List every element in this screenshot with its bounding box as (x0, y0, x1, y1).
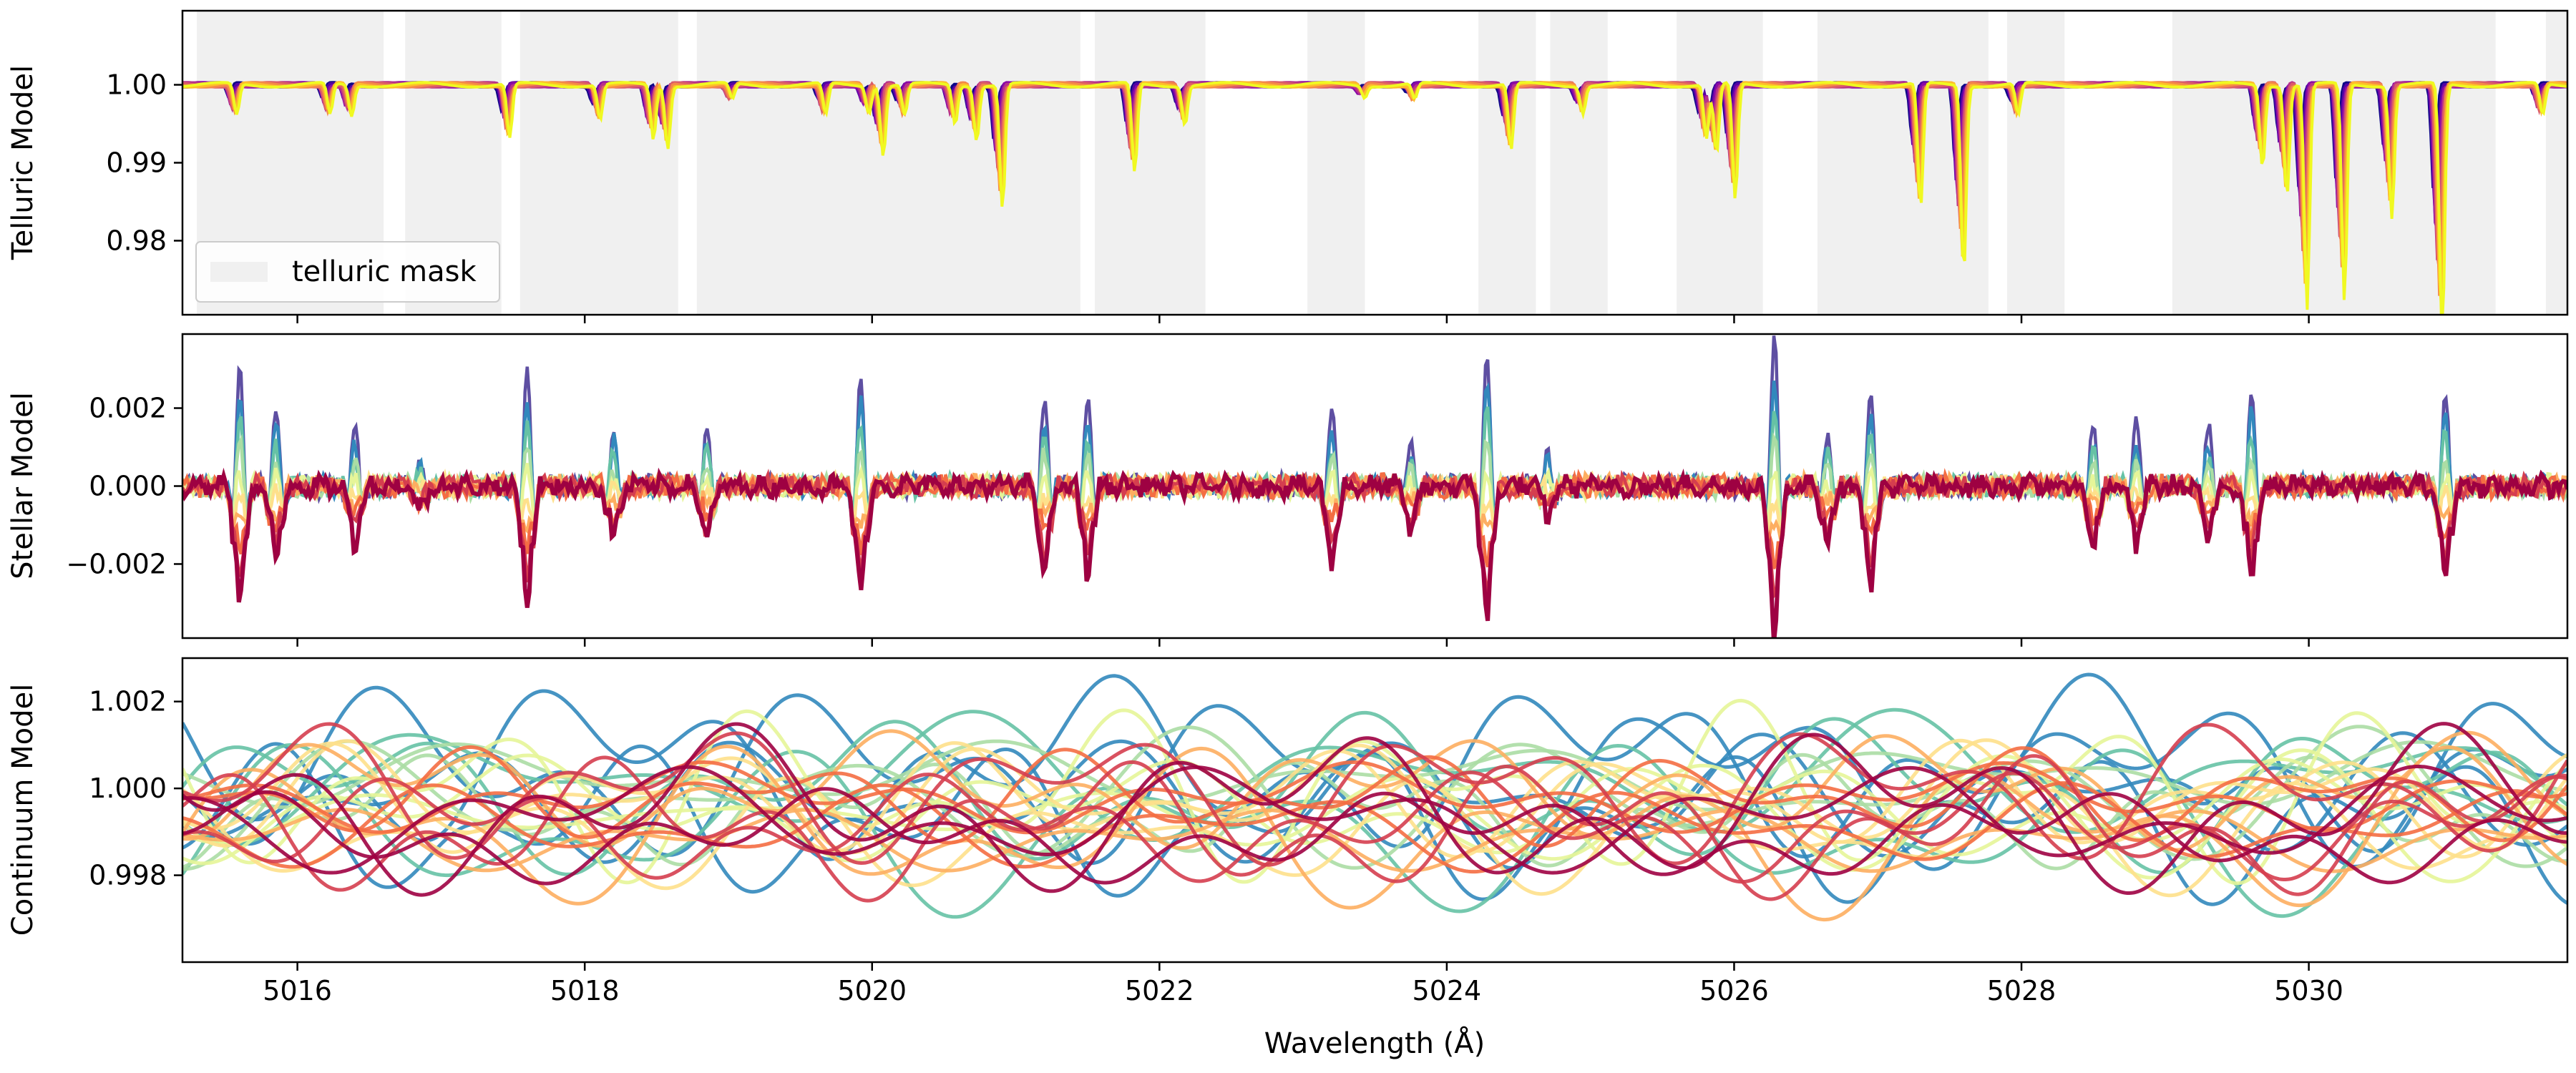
telluric-mask-region-6 (1478, 11, 1536, 315)
continuum-y-axis-label: Continuum Model (6, 684, 39, 936)
continuum-series-21 (182, 760, 2567, 835)
continuum-series-24 (182, 722, 2567, 867)
continuum-series-16 (182, 744, 2567, 922)
x-axis-label: Wavelength (Å) (1264, 1026, 1485, 1060)
x-tick-label: 5016 (263, 975, 332, 1006)
stellar-y-ticks: 0.002 0.000 −0.002 (66, 393, 182, 579)
y-tick-label: 1.002 (89, 686, 167, 717)
x-tick-label: 5026 (1699, 975, 1769, 1006)
y-tick-label: 0.002 (89, 393, 167, 424)
stellar-series-9 (182, 467, 2567, 638)
telluric-mask-region-7 (1550, 11, 1608, 315)
continuum-axes-frame (181, 657, 2569, 964)
y-tick-label: 0.99 (106, 147, 167, 179)
telluric-mask-regions (197, 11, 2567, 315)
y-tick-label: 0.998 (89, 860, 167, 891)
telluric-mask-region-3 (696, 11, 1080, 315)
y-tick-label: −0.002 (66, 548, 167, 579)
x-tick-label: 5020 (837, 975, 907, 1006)
telluric-mask-region-8 (1677, 11, 1763, 315)
stellar-panel: 0.002 0.000 −0.002 Stellar Model (6, 333, 2569, 640)
x-tick-label: 5030 (2274, 975, 2343, 1006)
stellar-series-0 (182, 335, 2567, 539)
telluric-series-5 (182, 81, 2567, 296)
continuum-series-26 (182, 722, 2567, 897)
stellar-y-axis-label: Stellar Model (6, 392, 39, 579)
x-tick-label: 5018 (550, 975, 620, 1006)
continuum-series-19 (182, 781, 2567, 874)
x-tick-label: 5024 (1413, 975, 1482, 1006)
y-tick-label: 1.00 (106, 69, 167, 101)
x-tick-label: 5022 (1125, 975, 1194, 1006)
telluric-mask-region-2 (519, 11, 678, 315)
telluric-series-group (182, 81, 2567, 315)
y-tick-label: 0.000 (89, 471, 167, 502)
y-tick-label: 1.000 (89, 773, 167, 804)
telluric-y-axis-label: Telluric Model (6, 65, 39, 260)
legend-label-telluric-mask: telluric mask (292, 255, 477, 288)
continuum-series-27 (182, 787, 2567, 886)
telluric-legend: telluric mask (195, 241, 500, 303)
continuum-panel: 1.002 1.000 0.998 5016 5018 5020 5022 5024 5026… (6, 315, 2569, 1060)
telluric-mask-region-10 (2006, 11, 2065, 315)
continuum-x-ticks: 5016 5018 5020 5022 5024 5026 5028 5030 (263, 315, 2343, 1006)
legend-frame (195, 241, 500, 303)
telluric-y-ticks: 1.00 0.99 0.98 (106, 69, 182, 256)
stellar-series-group (182, 335, 2567, 638)
legend-mask-swatch (210, 262, 268, 282)
continuum-series-22 (182, 754, 2567, 903)
continuum-series-20 (182, 745, 2567, 848)
continuum-series-12 (182, 698, 2567, 886)
y-tick-label: 0.98 (106, 225, 167, 256)
x-tick-label: 5028 (1987, 975, 2057, 1006)
continuum-series-11 (182, 753, 2567, 866)
continuum-series-group (182, 672, 2567, 922)
continuum-series-15 (182, 738, 2567, 859)
continuum-series-25 (182, 765, 2567, 875)
continuum-y-ticks: 1.002 1.000 0.998 (89, 686, 182, 891)
telluric-mask-region-5 (1307, 11, 1365, 315)
telluric-series-7 (182, 81, 2567, 315)
telluric-mask-region-4 (1094, 11, 1206, 315)
telluric-mask-region-12 (2545, 11, 2567, 315)
telluric-panel: 1.00 0.99 0.98 Telluric Model telluric mas… (6, 9, 2569, 316)
